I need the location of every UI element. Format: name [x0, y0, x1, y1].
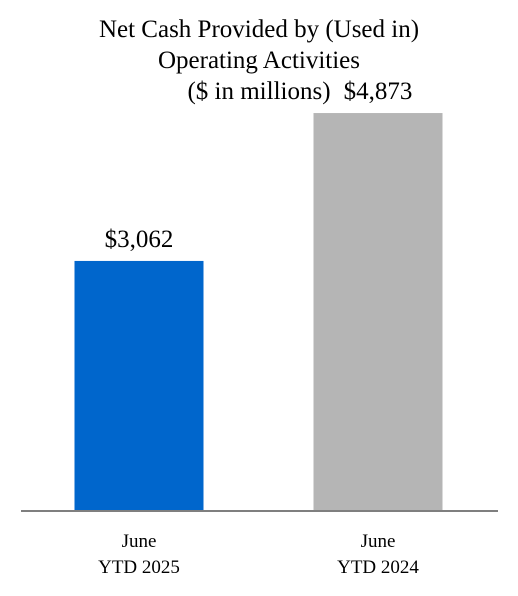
- chart-title-line-2: Operating Activities: [157, 47, 361, 74]
- data-label-2: $4,873: [344, 78, 413, 105]
- chart-title-line-1: Net Cash Provided by (Used in): [98, 16, 420, 43]
- chart-title: Net Cash Provided by (Used in) Operating…: [0, 14, 518, 107]
- chart-title-line-3: ($ in millions): [187, 78, 331, 105]
- x-tick-label-2-line-2: YTD 2024: [337, 557, 419, 578]
- x-tick-label-2-line-1: June: [361, 531, 396, 552]
- bar-2: [313, 113, 443, 511]
- x-tick-label-1-line-2: YTD 2025: [98, 557, 180, 578]
- x-tick-label-1-line-1: June: [122, 531, 157, 552]
- bar-1: [74, 260, 204, 511]
- data-label-1: $3,062: [105, 226, 174, 253]
